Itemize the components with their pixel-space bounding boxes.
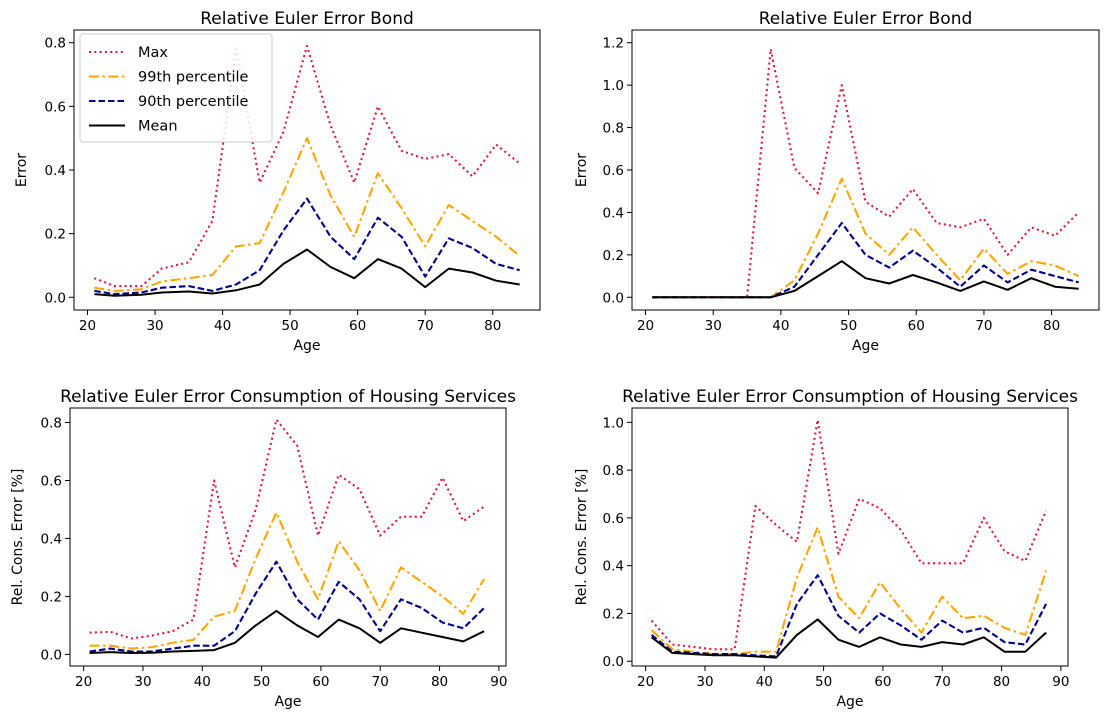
series-line-mean — [89, 609, 485, 654]
x-tick-label: 50 — [840, 318, 857, 334]
series-line-90th-percentile — [89, 560, 485, 653]
x-axis-label: Age — [836, 694, 863, 710]
y-tick-label: 0.2 — [45, 227, 66, 243]
x-tick-label: 50 — [815, 674, 832, 690]
y-tick-label: 0.4 — [45, 163, 66, 179]
y-tick-label: 1.0 — [603, 415, 624, 431]
y-tick-label: 0.2 — [41, 589, 62, 605]
x-tick-label: 60 — [908, 318, 925, 334]
y-axis-label: Rel. Cons. Error [%] — [10, 469, 26, 606]
legend-label: 99th percentile — [138, 70, 249, 86]
x-tick-label: 50 — [282, 318, 299, 334]
x-tick-label: 30 — [146, 318, 163, 334]
x-tick-label: 20 — [637, 318, 654, 334]
chart-panel-2: 20 30 40 50 60 70 80 0.0 0.2 0.4 0.6 0.8 1.0 1.2 Relat… — [574, 9, 1100, 354]
x-tick-label: 20 — [75, 674, 92, 690]
y-tick-label: 1.2 — [603, 36, 624, 52]
x-tick-label: 50 — [253, 674, 270, 690]
series-line-99th-percentile — [650, 526, 1048, 656]
y-tick-label: 0.4 — [603, 559, 624, 575]
x-tick-label: 40 — [756, 674, 773, 690]
x-tick-label: 70 — [372, 674, 389, 690]
x-tick-label: 60 — [874, 674, 891, 690]
plot-frame — [631, 407, 1069, 667]
y-tick-label: 0.8 — [603, 121, 624, 137]
series-line-99th-percentile — [94, 137, 521, 292]
y-tick-label: 0.4 — [603, 205, 624, 221]
y-tick-label: 0.0 — [41, 647, 62, 663]
chart-title: Relative Euler Error Bond — [759, 9, 973, 29]
series-line-mean — [650, 618, 1047, 659]
y-tick-label: 0.6 — [45, 99, 66, 115]
series-line-90th-percentile — [94, 197, 520, 296]
y-tick-label: 0.0 — [603, 654, 624, 670]
x-tick-label: 80 — [993, 674, 1010, 690]
y-axis-label: Error — [574, 153, 590, 187]
y-tick-label: 0.6 — [603, 163, 624, 179]
x-axis-label: Age — [274, 694, 301, 710]
series-line-mean — [94, 248, 520, 297]
x-tick-label: 40 — [772, 318, 789, 334]
y-tick-label: 0.2 — [603, 606, 624, 622]
x-tick-label: 70 — [975, 318, 992, 334]
chart-title: Relative Euler Error Consumption of Hous… — [622, 387, 1078, 407]
y-tick-label: 0.6 — [603, 511, 624, 527]
series-line-max — [93, 44, 521, 288]
series-line-99th-percentile — [89, 511, 486, 650]
chart-panel-4: 20 30 40 50 60 70 80 90 0.0 0.2 0.4 0.6 0.8 1.0 Relati… — [574, 387, 1078, 710]
y-tick-label: 0.0 — [603, 290, 624, 306]
x-tick-label: 70 — [417, 318, 434, 334]
plot-frame — [69, 407, 507, 667]
plot-frame — [631, 29, 1100, 311]
x-tick-label: 90 — [1052, 674, 1069, 690]
x-tick-label: 20 — [79, 318, 96, 334]
legend: Max 99th percentile 90th percentile Mean — [79, 33, 273, 143]
x-tick-label: 40 — [214, 318, 231, 334]
legend-label: Mean — [138, 119, 178, 135]
x-tick-label: 40 — [194, 674, 211, 690]
x-tick-label: 90 — [490, 674, 507, 690]
legend-label: Max — [138, 45, 168, 61]
x-axis-label: Age — [852, 338, 879, 354]
series-line-mean — [652, 260, 1079, 299]
y-tick-label: 0.8 — [45, 36, 66, 52]
x-tick-label: 80 — [484, 318, 501, 334]
y-tick-label: 1.0 — [603, 78, 624, 94]
x-tick-label: 30 — [705, 318, 722, 334]
y-tick-label: 0.4 — [41, 531, 62, 547]
y-tick-label: 0.8 — [603, 463, 624, 479]
series-line-90th-percentile — [650, 574, 1048, 658]
series-line-max — [652, 48, 1080, 299]
series-line-max — [650, 418, 1048, 651]
legend-box — [79, 33, 273, 143]
x-tick-label: 30 — [134, 674, 151, 690]
x-tick-label: 60 — [312, 674, 329, 690]
x-tick-label: 70 — [934, 674, 951, 690]
x-tick-label: 20 — [637, 674, 654, 690]
x-tick-label: 60 — [349, 318, 366, 334]
x-tick-label: 80 — [1043, 318, 1060, 334]
y-axis-label: Error — [14, 153, 30, 187]
x-tick-label: 80 — [431, 674, 448, 690]
series-line-max — [89, 418, 485, 640]
x-tick-label: 30 — [696, 674, 713, 690]
x-axis-label: Age — [293, 338, 320, 354]
chart-panel-1: 20 30 40 50 60 70 80 0.0 0.2 0.4 0.6 0.8 Relative Eu… — [14, 9, 541, 354]
y-tick-label: 0.8 — [41, 415, 62, 431]
y-tick-label: 0.2 — [603, 248, 624, 264]
chart-title: Relative Euler Error Consumption of Hous… — [60, 387, 516, 407]
y-tick-label: 0.0 — [45, 290, 66, 306]
chart-title: Relative Euler Error Bond — [200, 9, 414, 29]
y-tick-label: 0.6 — [41, 473, 62, 489]
chart-panel-3: 20 30 40 50 60 70 80 90 0.0 0.2 0.4 0.6 0.8 Relative … — [10, 387, 516, 710]
y-axis-label: Rel. Cons. Error [%] — [574, 469, 590, 606]
legend-label: 90th percentile — [138, 94, 249, 110]
